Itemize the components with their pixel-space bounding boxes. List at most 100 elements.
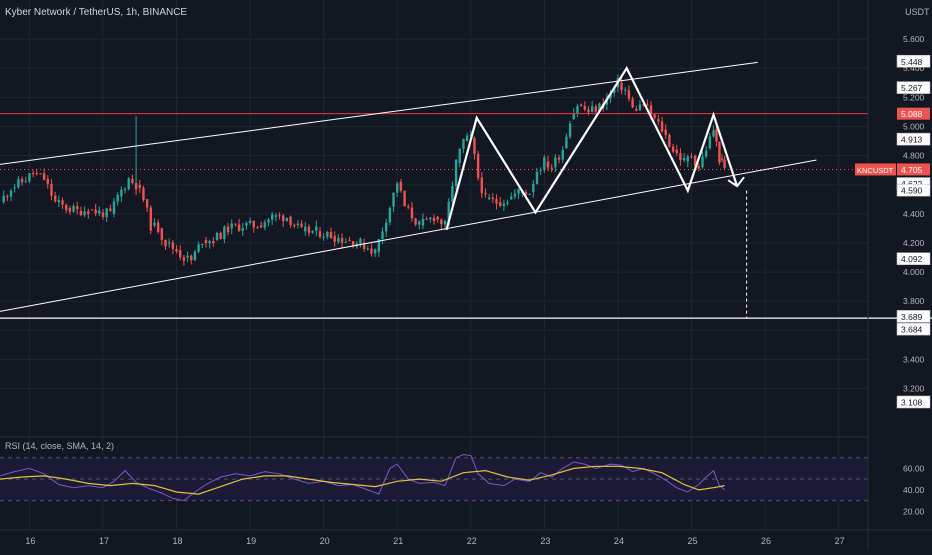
price-tick-label: 4.200 xyxy=(903,238,925,248)
candle-body xyxy=(653,114,656,118)
price-badge: 4.913 xyxy=(896,132,931,146)
time-tick-label: 16 xyxy=(25,536,35,546)
rsi-axis[interactable]: 60.00 40.00 20.00 xyxy=(903,463,925,516)
rsi-legend-label[interactable]: RSI (14, close, SMA, 14, 2) xyxy=(5,441,114,451)
candle-body xyxy=(2,195,5,203)
time-tick-label: 25 xyxy=(687,536,697,546)
time-tick-label: 18 xyxy=(173,536,183,546)
price-tick-label: 5.400 xyxy=(903,63,925,73)
candle-body xyxy=(138,184,141,188)
price-badge: 5.448 xyxy=(896,54,931,68)
candle-body xyxy=(226,226,230,233)
time-tick-label: 24 xyxy=(614,536,624,546)
candle-body xyxy=(304,226,307,232)
pattern-drawings[interactable] xyxy=(0,61,817,319)
symbol-tag-label: KNCUSDT xyxy=(857,166,894,175)
currency-label[interactable]: USDT xyxy=(905,7,930,17)
candle-body xyxy=(366,248,369,250)
candle-body xyxy=(392,192,395,207)
candle-body xyxy=(179,250,182,258)
candle-body xyxy=(31,173,35,175)
candle-body xyxy=(24,181,27,183)
candle-body xyxy=(598,103,601,112)
candle-body xyxy=(116,194,119,202)
candle-body xyxy=(134,182,138,190)
candle-body xyxy=(535,171,539,184)
candle-body xyxy=(377,239,381,252)
candle-body xyxy=(443,220,447,225)
time-tick-label: 19 xyxy=(246,536,256,546)
candle-body xyxy=(274,215,278,217)
price-badge: 5.267 xyxy=(896,81,931,94)
candle-body xyxy=(499,202,502,207)
price-badge-bg xyxy=(896,132,931,146)
candle-body xyxy=(76,206,79,210)
candle-body xyxy=(101,212,105,217)
candle-body xyxy=(259,225,263,228)
candle-body xyxy=(212,241,215,244)
candle-body xyxy=(315,226,318,231)
candle-body xyxy=(671,146,675,152)
candle-body xyxy=(583,105,586,110)
price-tick-label: 4.800 xyxy=(903,151,925,161)
candle-body xyxy=(263,222,267,228)
candle-body xyxy=(579,104,583,106)
candle-body xyxy=(421,218,425,226)
candle-body xyxy=(686,156,689,162)
candle-body xyxy=(510,196,513,200)
price-badge-label: 3.108 xyxy=(901,397,923,407)
candle-body xyxy=(624,89,627,91)
candle-body xyxy=(149,207,152,231)
price-badge-bg xyxy=(896,81,931,94)
candle-body xyxy=(418,221,421,225)
candle-body xyxy=(432,217,436,222)
candle-body xyxy=(131,178,134,183)
candle-body xyxy=(440,219,443,225)
candle-body xyxy=(219,232,222,239)
candle-body xyxy=(359,238,362,244)
price-badge-bg xyxy=(896,310,931,323)
candle-body xyxy=(230,223,233,229)
candle-body xyxy=(142,187,145,201)
candle-body xyxy=(109,208,112,212)
candle-body xyxy=(682,158,686,161)
candle-body xyxy=(65,204,68,211)
candle-body xyxy=(631,98,634,108)
candle-body xyxy=(234,223,237,225)
candle-body xyxy=(296,223,300,226)
candle-body xyxy=(414,218,417,225)
candle-body xyxy=(708,136,712,149)
candle-body xyxy=(46,178,50,184)
candle-body xyxy=(160,228,164,240)
candle-body xyxy=(425,218,428,220)
symbol-tag-bg xyxy=(855,163,896,176)
candle-body xyxy=(278,215,281,217)
channel-lower-line[interactable] xyxy=(0,159,817,312)
candle-body xyxy=(282,215,285,222)
grid-lines xyxy=(0,0,868,530)
candle-body xyxy=(98,210,101,214)
price-badge-bg xyxy=(897,163,930,176)
candle-body xyxy=(723,159,726,168)
candle-body xyxy=(39,173,42,175)
candle-body xyxy=(447,201,450,226)
price-badge-bg xyxy=(896,252,931,266)
candle-body xyxy=(90,209,94,211)
candle-body xyxy=(557,157,561,160)
time-axis[interactable]: 16 17 18 19 20 21 22 23 24 25 26 27 xyxy=(25,536,844,546)
chart-title: Kyber Network / TetherUS, 1h, BINANCE xyxy=(5,7,187,18)
candle-body xyxy=(318,231,322,237)
candle-body xyxy=(13,187,16,189)
price-badge-bg xyxy=(897,107,930,120)
candle-body xyxy=(208,241,211,244)
candle-body xyxy=(480,177,484,194)
candle-body xyxy=(396,183,399,193)
zigzag-pattern-line[interactable] xyxy=(445,65,739,231)
candle-body xyxy=(561,149,564,160)
candle-body xyxy=(112,201,116,214)
candle-body xyxy=(543,157,546,170)
candle-body xyxy=(668,135,671,147)
candle-body xyxy=(270,214,274,220)
